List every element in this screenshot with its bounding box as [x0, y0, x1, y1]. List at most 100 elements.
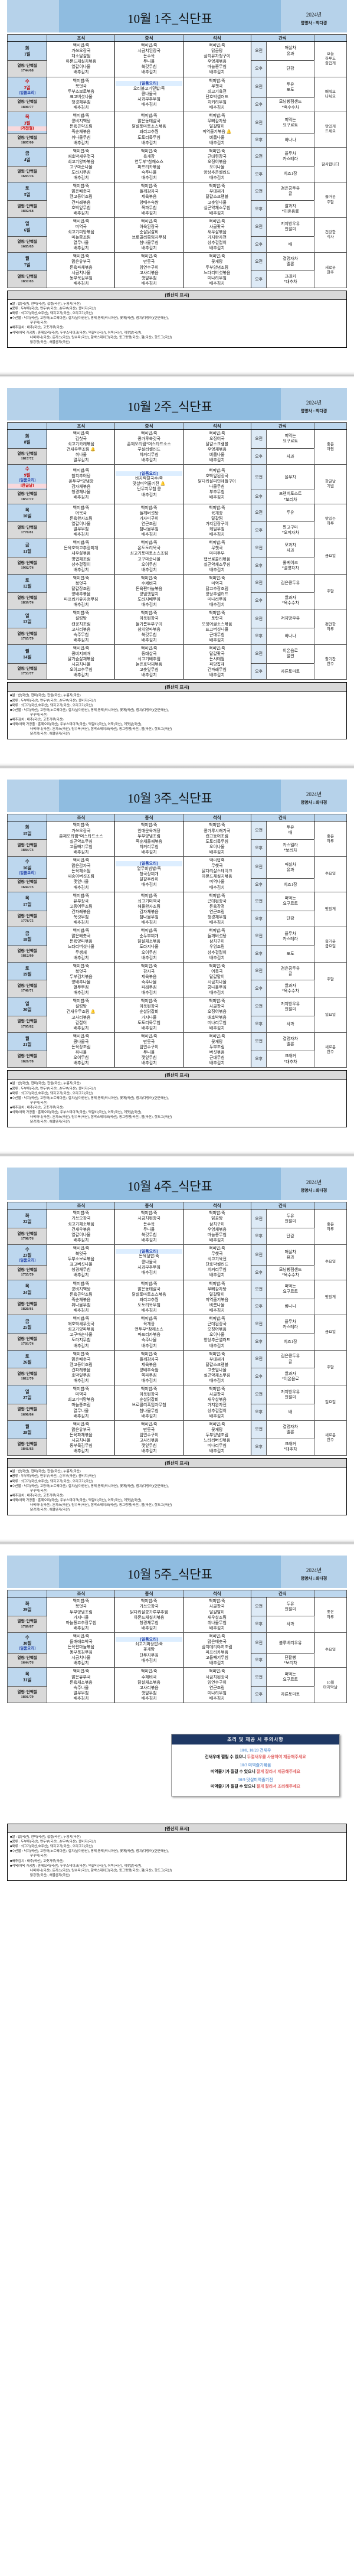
dinner-cell: 백미밥/죽 토란국 오징어굴소스볶음 표고버섯나물 근대무침 배추김치: [182, 609, 251, 645]
table-row-pm: 열량/ 단백질 1685/85 오후 배: [6, 236, 347, 253]
table-row: 화 8일 백미밥/죽 김칫국 쇠고기카레볶음 건새우무조림 🔔 취나물 열무김치 백미밥/죽 콩가…: [6, 429, 348, 465]
menu-item: 배추김치: [73, 1307, 89, 1313]
meal-table: 조식 중식 석식 간식 화 1일 백미밥/죽 가쓰오장국 채소달걀찜 아몬드채실치볶음 얼갈이나물 배…: [6, 34, 348, 288]
title-meta: 2024년 영양사 : 최다경: [281, 4, 347, 32]
lunch-cell: 백미밥/죽 육개장 연두부*참깨소스 파프리카볶음 숙주나물 배추김치: [114, 1315, 183, 1351]
snack-item: 요구르트: [283, 901, 299, 907]
menu-item: 무나물: [143, 1227, 155, 1232]
table-row-pm: 열량/ 단백질 1841/83 오후 크래커 *대추차: [6, 1438, 347, 1456]
preband-left: [7, 1556, 59, 1560]
day-date: 30일: [22, 1640, 32, 1646]
menu-item: 배추김치: [141, 492, 157, 497]
menu-item: 무뼈감자탕: [207, 119, 227, 124]
menu-item: 배추김치: [73, 495, 89, 500]
table-row: 수 16일 [일품요리] 백미밥/죽 맑은감자국 돈육채소찜 새송이버섯조림 깻잎나물 배추김치…: [6, 856, 348, 892]
menu-item: 배추김치: [209, 1237, 225, 1243]
snack-pm-cell: 단감: [266, 910, 314, 928]
menu-item: 가지나물: [73, 1615, 89, 1620]
menu-item: 백미밥/죽: [208, 611, 225, 616]
menu-item: 배추김치: [141, 990, 157, 996]
kcal-label: 열량/ 단백질: [17, 984, 37, 989]
kcal-value: 1817/72: [21, 456, 34, 461]
menu-item: 백미밥/죽: [73, 43, 90, 48]
notice-highlight: 잘게 잘라서 제공해주세요: [256, 1769, 301, 1774]
note-item: 한주: [326, 1438, 334, 1443]
menu-item: 감자국: [143, 969, 155, 974]
breakfast-cell: 백미밥/죽 들깨애호박국 돈육편마늘볶음 동부묵김무침 시금치나물 배추김치: [47, 1632, 116, 1668]
breakfast-cell: 백미밥/죽 맑은유부국 돈육파채볶음 시금치나물 동부묵김무침 배추김치: [47, 252, 116, 288]
snack-item: 자른토마토: [281, 669, 300, 674]
note-item: 한주: [326, 1050, 334, 1055]
table-row: 일 6일 백미밥/죽 미역국 쇠고기피망볶음 마늘쫑조림 열무나물 배추김치 백미밥/죽 아욱된장…: [6, 217, 348, 253]
day-cell: 목 3일 [개천절]: [6, 112, 48, 134]
notice-item-body: 미역줄기가 질길 수 있으니 잘게 잘라서 조리해주세요: [210, 1784, 301, 1789]
menu-item: 돈육파채볶음: [70, 1432, 93, 1437]
day-name: 목: [25, 895, 30, 901]
origin-line: ■콩류 : 두부류(국산), 연두부(국산), 순두부(국산), 콩비지(국산): [10, 307, 96, 311]
snack-time-am: 오전: [250, 252, 267, 272]
snack-am-cell: 두유 배: [266, 821, 314, 840]
snack-time-am: 오전: [250, 1315, 267, 1335]
menu-item: 배추김치: [209, 281, 225, 286]
kcal-label: 열량/ 단백질: [17, 560, 37, 565]
menu-item: [일품요리]: [116, 471, 182, 477]
note-item: 새로운: [324, 265, 336, 270]
menu-item: 배추김치: [73, 1237, 89, 1243]
bell-icon: 🔔: [160, 481, 166, 487]
snack-item: *보리차: [283, 1660, 297, 1665]
nutritionist-name: 영양사 : 최다경: [300, 1576, 327, 1582]
menu-item: 채소달걀찜: [71, 54, 91, 59]
day-name: 화: [25, 824, 30, 830]
kcal-value: 1755/79: [21, 1272, 34, 1277]
menu-item: 백미밥/죽: [208, 148, 225, 154]
note-item: 마지막날: [323, 1685, 337, 1690]
snack-am-cell: 율무차 카스테라: [266, 146, 314, 167]
header-blank: [6, 814, 48, 822]
menu-item: 배추김치: [209, 1025, 225, 1031]
menu-item: 닭살채소볶음: [137, 1680, 160, 1685]
snack-time-am: 오전: [250, 997, 267, 1017]
snack-time-am: 오전: [250, 1209, 267, 1229]
origin-box: [원산지 표시] ■쌀 : 밥(국산), 현미(국산), 찹쌀(국산), 누룽지(…: [7, 290, 347, 348]
day-name: 금: [25, 930, 30, 936]
menu-item: 백미밥/죽: [73, 184, 90, 189]
menu-item: 부대찌개: [209, 1357, 225, 1362]
menu-item: 캔고등어조림: [70, 1362, 93, 1367]
note-item: 좋은: [326, 834, 334, 839]
snack-item: 매실차: [284, 1250, 296, 1255]
origin-line: 쭈꾸미(국산): [30, 713, 48, 717]
snack-item: 인절미: [284, 227, 296, 232]
snack-item: 검은콩두유: [281, 186, 300, 191]
menu-item: 북엇국: [75, 1604, 87, 1609]
menu-item: 배추김치: [209, 105, 225, 110]
snack-item: 프렌치토스트: [278, 491, 302, 497]
menu-item: 미역국: [211, 581, 223, 586]
menu-item: 백미밥/죽: [140, 148, 158, 154]
kcal-value: 1795/82: [21, 1024, 34, 1029]
origin-line: ■쌀 : 밥(국산), 현미(국산), 찹쌀(국산), 누룽지(국산): [10, 302, 81, 306]
kcal-cell: 열량/ 단백질 1802/68: [6, 200, 48, 218]
note-item: 식사: [326, 235, 334, 240]
header-note: [313, 1202, 348, 1210]
menu-item: 건새우볶음: [71, 1227, 91, 1232]
day-cell: 수 2일 [일품요리]: [6, 76, 48, 98]
menu-item: 양념깻잎지: [139, 592, 159, 597]
menu-item: 마늘쫑조림: [71, 235, 91, 240]
kcal-value: 1683/76: [21, 174, 34, 178]
kcal-cell: 열량/ 단백질 1685/85: [6, 236, 48, 253]
menu-item: 깻잎무침: [141, 275, 157, 281]
preband-left: [7, 387, 59, 392]
origin-line: 너비아니(국산), 돈까스(국산), 탕수육(국산), 함박스테이크(국산), …: [30, 728, 172, 732]
table-row-pm: 열량/ 단백질 1826/78 오후 크래커 *대추차: [6, 1050, 347, 1068]
lunch-cell: 백미밥/죽 안매운육개장 두부양념조림 죽순채들깨볶음 치커리무침 배추김치: [114, 821, 183, 857]
kcal-cell: 열량/ 단백질 1841/83: [6, 1438, 48, 1456]
menu-item: 백미밥/죽: [208, 1633, 225, 1639]
snack-item: *이온음료: [281, 1377, 299, 1382]
snack-time-pm: 오후: [250, 165, 267, 183]
menu-item: 청국장찌개: [139, 871, 159, 876]
note-item: 새로운: [324, 1433, 336, 1437]
title-center: 10월 2주_식단표: [59, 392, 281, 420]
dinner-cell: 백미밥/죽 무챗국 쇠고기육전 단호박샐러드 치커리무침 배추김치: [182, 1244, 251, 1280]
breakfast-cell: 백미밥/죽 애호박새우젓국 쇠고기양파볶음 고구마순나물 도라지무침 배추김치: [47, 146, 116, 183]
menu-item: 고구마순나물: [70, 1332, 93, 1338]
